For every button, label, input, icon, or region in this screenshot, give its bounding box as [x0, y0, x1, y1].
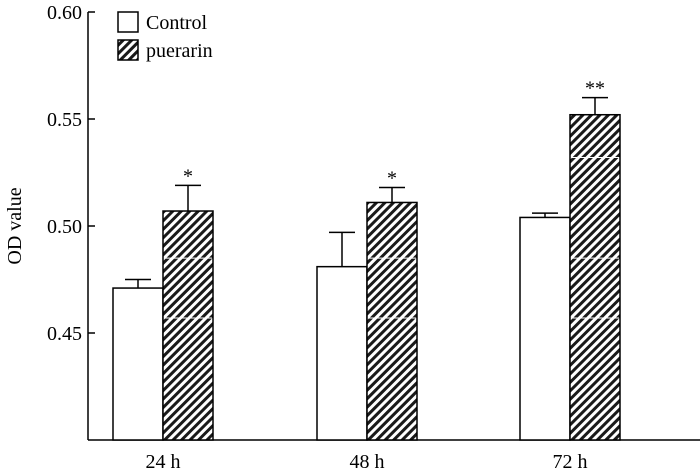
legend-swatch-control	[117, 11, 139, 33]
bar-control	[316, 265, 368, 441]
significance-label: *	[183, 165, 193, 187]
x-tick-label: 48 h	[350, 451, 385, 473]
x-tick-label: 72 h	[553, 451, 588, 473]
legend-label-control: Control	[146, 12, 208, 34]
bar-puerarin	[366, 201, 418, 441]
y-tick-label: 0.60	[47, 2, 82, 24]
legend: Control puerarin	[117, 11, 213, 62]
bar-puerarin	[162, 210, 214, 441]
error-bars	[125, 96, 608, 289]
x-tick-label: 24 h	[146, 451, 181, 473]
legend-swatch-puerarin	[117, 39, 139, 61]
bar-control	[112, 287, 164, 441]
bar-puerarin	[569, 113, 621, 441]
significance-label: **	[585, 78, 605, 100]
y-tick-label: 0.45	[47, 323, 82, 345]
y-axis-title: OD value	[4, 187, 26, 264]
legend-label-puerarin: puerarin	[146, 40, 213, 62]
y-tick-label: 0.55	[47, 109, 82, 131]
significance-label: *	[387, 167, 397, 189]
bar-control	[519, 216, 571, 441]
y-tick-label: 0.50	[47, 216, 82, 238]
labels: * ***	[183, 78, 605, 190]
bars	[112, 113, 621, 441]
